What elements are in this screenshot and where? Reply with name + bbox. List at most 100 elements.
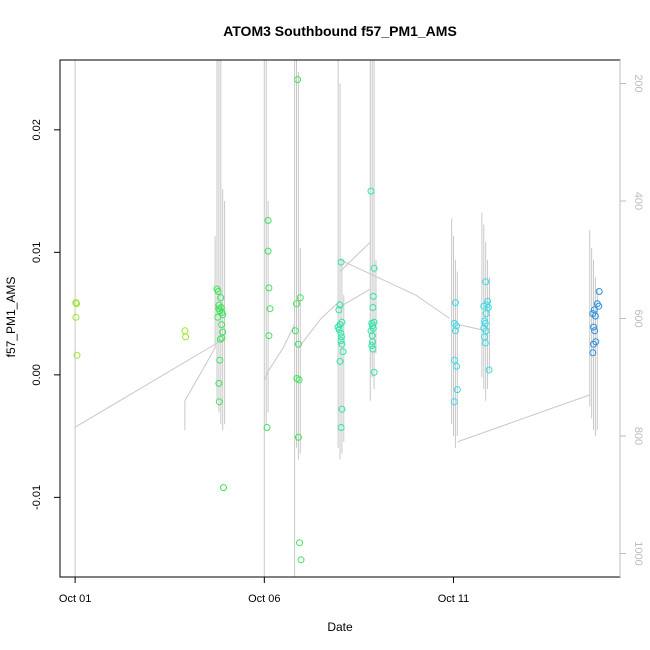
data-point — [293, 300, 300, 308]
data-point — [335, 306, 343, 314]
x-tick-label: Oct 11 — [438, 593, 470, 605]
data-point — [485, 366, 493, 374]
profile-segment — [457, 323, 484, 331]
data-point — [484, 304, 492, 311]
profile-lines — [74, 60, 598, 577]
data-point — [294, 76, 302, 84]
profile-segment — [339, 241, 371, 272]
data-point — [482, 310, 490, 318]
y-tick-label: 0.02 — [31, 119, 43, 140]
data-point — [590, 340, 597, 348]
data-point — [72, 299, 80, 307]
data-point — [369, 338, 376, 346]
data-point — [338, 340, 346, 348]
data-point — [338, 318, 346, 326]
data-point — [590, 306, 598, 314]
data-point — [218, 334, 226, 342]
profile-segment — [263, 324, 296, 381]
data-point — [595, 288, 603, 295]
data-point — [590, 323, 597, 331]
data-point — [338, 333, 345, 341]
x-tick-label: Oct 01 — [59, 593, 91, 605]
data-point — [592, 338, 600, 346]
data-point — [369, 345, 377, 353]
profile-segment — [339, 259, 450, 319]
data-point — [369, 304, 377, 311]
data-point — [182, 333, 190, 341]
right-tick-label: 400 — [632, 192, 644, 210]
data-point — [73, 351, 81, 359]
data-point — [591, 327, 599, 335]
data-point — [263, 424, 271, 431]
data-point — [291, 327, 299, 335]
data-point — [481, 333, 488, 341]
data-point — [216, 356, 224, 364]
data-point — [589, 349, 597, 357]
data-point — [217, 294, 225, 302]
data-point — [336, 357, 344, 365]
data-point — [481, 339, 489, 347]
right-tick-label: 600 — [632, 309, 644, 327]
data-point — [297, 556, 305, 564]
data-point — [216, 335, 224, 343]
data-point — [336, 301, 344, 309]
y-tick-label: -0.01 — [31, 485, 43, 510]
right-tick-label: 1000 — [632, 541, 644, 565]
data-point — [294, 340, 302, 348]
data-point — [266, 305, 274, 313]
data-point — [451, 299, 459, 307]
data-point — [294, 433, 302, 441]
data-point — [481, 319, 489, 327]
data-point — [337, 337, 345, 345]
profile-segment — [298, 300, 341, 349]
data-point — [450, 398, 458, 406]
data-point — [73, 300, 81, 308]
data-point — [215, 398, 223, 406]
data-point — [217, 304, 225, 311]
data-point — [264, 247, 272, 255]
data-point — [453, 386, 461, 394]
data-point — [369, 324, 377, 332]
chart-title: ATOM3 Southbound f57_PM1_AMS — [223, 23, 457, 39]
data-point — [368, 342, 376, 349]
data-point — [338, 405, 346, 413]
data-point — [337, 329, 345, 337]
x-axis-label: Date — [327, 620, 353, 634]
y-axis: -0.01 0.00 0.01 0.02 — [31, 119, 60, 510]
data-point — [482, 278, 490, 286]
x-tick-label: Oct 06 — [248, 593, 280, 605]
data-point — [451, 327, 459, 335]
data-point — [218, 321, 226, 329]
data-point — [181, 327, 189, 335]
data-point — [296, 294, 304, 302]
data-point — [591, 312, 599, 320]
data-point — [72, 313, 80, 321]
x-axis: Oct 01 Oct 06 Oct 11 — [59, 577, 469, 605]
y-axis-label: f57_PM1_AMS — [4, 277, 18, 358]
data-point — [295, 376, 303, 384]
data-point — [219, 311, 227, 319]
data-point — [265, 332, 273, 340]
profile-segment — [457, 394, 590, 443]
y-tick-label: 0.01 — [31, 242, 43, 263]
data-point — [215, 379, 223, 387]
data-point — [337, 424, 345, 431]
data-point — [370, 368, 378, 376]
profile-segment — [184, 236, 216, 431]
data-point — [370, 264, 378, 272]
right-axis: 200 400 600 800 1000 — [619, 60, 644, 577]
data-point — [264, 217, 272, 224]
data-point — [453, 322, 460, 330]
data-point — [339, 348, 347, 356]
data-point — [335, 326, 343, 333]
right-tick-label: 200 — [632, 74, 644, 92]
right-tick-label: 800 — [632, 427, 644, 445]
data-point — [369, 292, 377, 300]
y-tick-label: 0.00 — [31, 364, 43, 385]
data-point — [480, 302, 488, 310]
data-point — [367, 187, 375, 195]
profile-segment — [339, 288, 371, 308]
data-point — [265, 284, 273, 292]
data-point — [220, 484, 227, 492]
